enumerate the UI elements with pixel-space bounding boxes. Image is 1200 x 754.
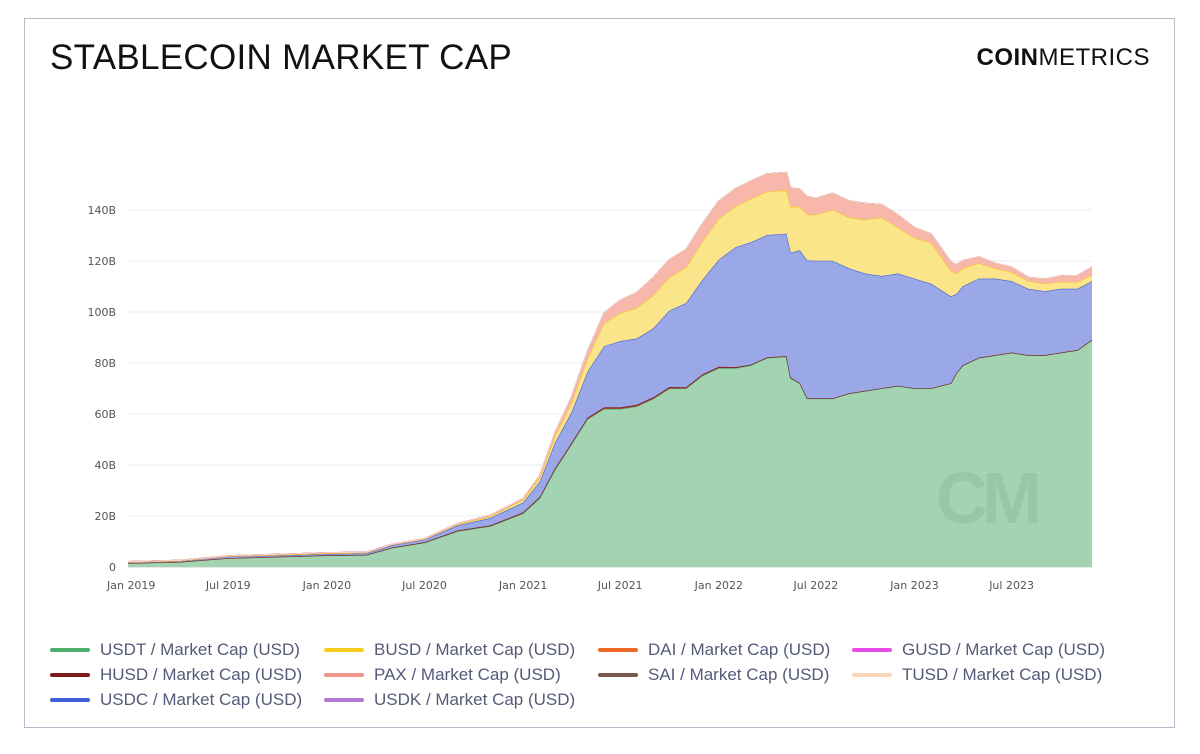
brand-logo-bold: COIN xyxy=(976,44,1039,71)
x-tick-label: Jan 2023 xyxy=(889,579,938,592)
watermark-logo: CM xyxy=(936,459,1042,539)
y-tick-label: 100B xyxy=(87,306,116,319)
area-usdt xyxy=(128,340,1092,567)
legend-swatch xyxy=(50,648,90,652)
stacked-area-chart: 0 20B 40B 60B 80B 100B 120B 140B Jan 2019 Jul 20… xyxy=(87,171,1093,592)
y-tick-label: 120B xyxy=(87,255,116,268)
legend-swatch xyxy=(324,673,364,677)
y-tick-label: 20B xyxy=(94,510,116,523)
x-tick-label: Jan 2020 xyxy=(302,579,351,592)
y-tick-label: 40B xyxy=(94,459,116,472)
legend-swatch xyxy=(598,648,638,652)
y-tick-label: 140B xyxy=(87,204,116,217)
legend-label: TUSD / Market Cap (USD) xyxy=(902,665,1103,684)
y-tick-label: 0 xyxy=(109,561,116,574)
x-tick-label: Jul 2022 xyxy=(792,579,838,592)
legend-label: USDT / Market Cap (USD) xyxy=(100,640,300,659)
y-axis: 0 20B 40B 60B 80B 100B 120B 140B xyxy=(87,204,116,574)
x-tick-label: Jul 2020 xyxy=(401,579,447,592)
legend-swatch xyxy=(50,698,90,702)
legend-swatch xyxy=(852,648,892,652)
legend-item-usdt[interactable]: USDT / Market Cap (USD) xyxy=(50,640,300,660)
legend-label: USDK / Market Cap (USD) xyxy=(374,690,576,709)
page-title: STABLECOIN MARKET CAP xyxy=(50,38,513,77)
legend-swatch xyxy=(852,673,892,677)
legend-item-usdk[interactable]: USDK / Market Cap (USD) xyxy=(324,690,575,710)
legend-label: HUSD / Market Cap (USD) xyxy=(100,665,303,684)
y-tick-label: 60B xyxy=(94,408,116,421)
legend-swatch xyxy=(50,673,90,677)
line-tusd xyxy=(127,171,1093,563)
legend-label: BUSD / Market Cap (USD) xyxy=(374,640,576,659)
area-series xyxy=(127,171,1093,567)
legend-item-husd[interactable]: HUSD / Market Cap (USD) xyxy=(50,665,302,685)
legend-item-tusd[interactable]: TUSD / Market Cap (USD) xyxy=(852,665,1102,685)
area-usdc xyxy=(128,233,1092,564)
x-tick-label: Jul 2021 xyxy=(597,579,643,592)
legend-swatch xyxy=(598,673,638,677)
legend-label: DAI / Market Cap (USD) xyxy=(648,640,831,659)
brand-logo: COINMETRICS xyxy=(977,44,1151,72)
legend-label: GUSD / Market Cap (USD) xyxy=(902,640,1106,659)
x-tick-label: Jan 2022 xyxy=(694,579,743,592)
legend-swatch xyxy=(324,648,364,652)
legend-item-sai[interactable]: SAI / Market Cap (USD) xyxy=(598,665,829,685)
x-tick-label: Jul 2023 xyxy=(988,579,1034,592)
legend-label: USDC / Market Cap (USD) xyxy=(100,690,303,709)
legend-label: SAI / Market Cap (USD) xyxy=(648,665,830,684)
legend-item-pax[interactable]: PAX / Market Cap (USD) xyxy=(324,665,561,685)
legend-item-dai[interactable]: DAI / Market Cap (USD) xyxy=(598,640,830,660)
legend-item-usdc[interactable]: USDC / Market Cap (USD) xyxy=(50,690,302,710)
x-tick-label: Jan 2021 xyxy=(498,579,547,592)
y-tick-label: 80B xyxy=(94,357,116,370)
legend-swatch xyxy=(324,698,364,702)
legend-label: PAX / Market Cap (USD) xyxy=(374,665,561,684)
brand-logo-light: METRICS xyxy=(1038,44,1150,71)
legend-item-gusd[interactable]: GUSD / Market Cap (USD) xyxy=(852,640,1105,660)
x-tick-label: Jan 2019 xyxy=(106,579,155,592)
x-tick-label: Jul 2019 xyxy=(205,579,251,592)
legend-item-busd[interactable]: BUSD / Market Cap (USD) xyxy=(324,640,575,660)
x-axis: Jan 2019 Jul 2019 Jan 2020 Jul 2020 Jan 2021… xyxy=(106,579,1034,592)
